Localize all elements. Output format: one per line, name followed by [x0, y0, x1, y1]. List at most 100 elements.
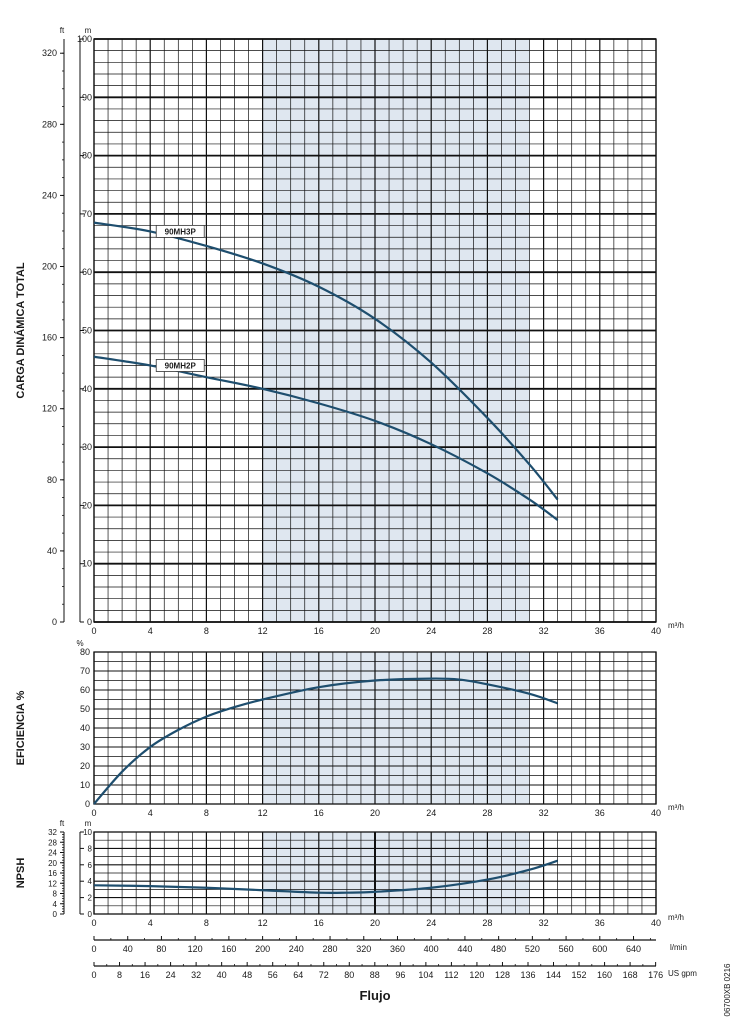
series-label: 90MH3P — [165, 227, 197, 236]
x-tick-label: 16 — [314, 626, 324, 636]
y-axis-title: CARGA DINÁMICA TOTAL — [14, 262, 27, 399]
gpm-tick-label: 176 — [648, 970, 663, 980]
y-tick-label-m: 10 — [82, 559, 92, 569]
gpm-tick-label: 56 — [268, 970, 278, 980]
x-tick-label: 8 — [204, 918, 209, 928]
x-unit-label: m³/h — [668, 621, 684, 630]
x-tick-label: 0 — [91, 808, 96, 818]
y-tick-label-ft: 20 — [48, 859, 57, 868]
y-tick-label-m: 40 — [80, 723, 90, 733]
x-tick-label: 36 — [595, 626, 605, 636]
x-tick-label: 12 — [258, 808, 268, 818]
x-tick-label: 40 — [651, 626, 661, 636]
x-tick-label: 16 — [314, 808, 324, 818]
x-tick-label: 4 — [148, 626, 153, 636]
lmin-tick-label: 240 — [289, 944, 304, 954]
x-tick-label: 28 — [482, 626, 492, 636]
lmin-tick-label: 640 — [626, 944, 641, 954]
x-unit-label: m³/h — [668, 913, 684, 922]
gpm-tick-label: 144 — [546, 970, 561, 980]
document-code: 06700XB 0216 — [723, 963, 732, 1016]
gpm-tick-label: 136 — [520, 970, 535, 980]
y-unit-label: m — [85, 26, 92, 35]
gpm-tick-label: 160 — [597, 970, 612, 980]
y-tick-label-ft: 320 — [42, 48, 57, 58]
y-tick-label-ft: 4 — [53, 900, 58, 909]
x-tick-label: 28 — [482, 808, 492, 818]
x-tick-label: 20 — [370, 918, 380, 928]
panel-efficiency: 0 10 20 30 40 50 60 70 80% 0 4 8 12 16 20 24 28 32 36 40 m³/… — [15, 639, 684, 818]
x-tick-label: 36 — [595, 918, 605, 928]
y-tick-label-m: 70 — [82, 209, 92, 219]
y-tick-label-ft: 0 — [52, 617, 57, 627]
x-tick-label: 32 — [539, 626, 549, 636]
y-tick-label-m: 70 — [80, 666, 90, 676]
gpm-tick-label: 152 — [572, 970, 587, 980]
lmin-tick-label: 160 — [221, 944, 236, 954]
y-axis-title: NPSH — [15, 858, 27, 889]
y-tick-label-m: 0 — [85, 799, 90, 809]
y-tick-label-m: 60 — [80, 685, 90, 695]
y-tick-label-m: 80 — [82, 151, 92, 161]
x-tick-label: 32 — [539, 808, 549, 818]
lmin-tick-label: 440 — [457, 944, 472, 954]
y-tick-label-m: 0 — [87, 617, 92, 627]
panel-head: 0102030405060708090100m04080120160200240… — [14, 26, 684, 636]
y-unit-label: m — [85, 819, 92, 828]
y-tick-label-m: 6 — [88, 861, 93, 870]
y-tick-label-ft: 200 — [42, 262, 57, 272]
gpm-tick-label: 104 — [418, 970, 433, 980]
y-tick-label-ft: 0 — [53, 910, 58, 919]
gpm-tick-label: 128 — [495, 970, 510, 980]
y-tick-label-ft: 80 — [47, 475, 57, 485]
lmin-tick-label: 560 — [559, 944, 574, 954]
lmin-tick-label: 600 — [592, 944, 607, 954]
y-tick-label-m: 40 — [82, 384, 92, 394]
lmin-tick-label: 120 — [188, 944, 203, 954]
y-tick-label-m: 4 — [88, 877, 93, 886]
y-tick-label-m: 0 — [88, 910, 93, 919]
gpm-tick-label: 72 — [319, 970, 329, 980]
x-tick-label: 40 — [651, 918, 661, 928]
flow-axes: 0 40 80 120 160 200 240 280 320 360 400 440 480 520 56… — [91, 936, 732, 1016]
y-tick-label-ft: 40 — [47, 546, 57, 556]
y-tick-label-ft: 8 — [53, 890, 58, 899]
y-tick-label-ft: 280 — [42, 119, 57, 129]
gpm-tick-label: 32 — [191, 970, 201, 980]
lmin-tick-label: 480 — [491, 944, 506, 954]
y-tick-label-ft: 16 — [48, 869, 57, 878]
y-tick-label-ft: 160 — [42, 333, 57, 343]
gpm-tick-label: 24 — [166, 970, 176, 980]
gpm-tick-label: 120 — [469, 970, 484, 980]
y-axis-title: EFICIENCIA % — [15, 690, 27, 765]
lmin-tick-label: 320 — [356, 944, 371, 954]
y-tick-label-m: 50 — [82, 326, 92, 336]
lmin-tick-label: 0 — [91, 944, 96, 954]
gpm-tick-label: 40 — [217, 970, 227, 980]
y-tick-label-m: 2 — [88, 894, 93, 903]
gpm-tick-label: 64 — [293, 970, 303, 980]
y-tick-label-m: 100 — [77, 34, 92, 44]
y-tick-label-m: 8 — [88, 844, 93, 853]
gpm-tick-label: 168 — [623, 970, 638, 980]
lmin-tick-label: 40 — [123, 944, 133, 954]
x-tick-label: 8 — [204, 808, 209, 818]
x-tick-label: 0 — [91, 918, 96, 928]
series-line-npsh — [93, 859, 558, 894]
y-tick-label-m: 60 — [82, 267, 92, 277]
y2-unit-label: ft — [60, 819, 65, 828]
series-label-box — [155, 224, 205, 238]
y-tick-label-ft: 120 — [42, 404, 57, 414]
lmin-tick-label: 520 — [525, 944, 540, 954]
x-tick-label: 0 — [91, 626, 96, 636]
y-tick-label-m: 10 — [83, 828, 92, 837]
y-unit-label: % — [76, 639, 83, 648]
lmin-tick-label: 360 — [390, 944, 405, 954]
series-line-90mh3p — [93, 221, 559, 501]
lmin-tick-label: 80 — [156, 944, 166, 954]
x-tick-label: 32 — [539, 918, 549, 928]
lmin-tick-label: 280 — [323, 944, 338, 954]
x-unit-label: m³/h — [668, 803, 684, 812]
lmin-unit-label: l/min — [670, 943, 687, 952]
